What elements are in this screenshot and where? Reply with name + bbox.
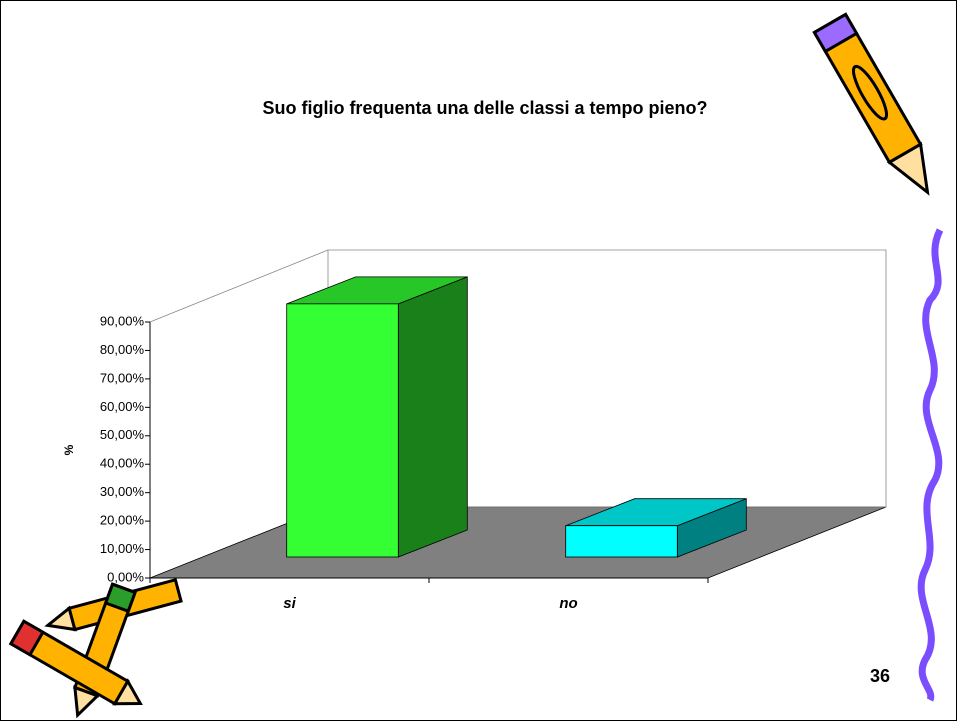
y-tick-label: 20,00%: [100, 513, 145, 528]
y-tick-label: 40,00%: [100, 456, 145, 471]
bar: [286, 276, 468, 558]
pencil-decoration: [8, 619, 143, 706]
chart-title: Suo figlio frequenta una delle classi a …: [262, 98, 707, 118]
y-tick-label: 10,00%: [100, 541, 145, 556]
pencil-decoration: [812, 12, 930, 196]
y-tick-label: 30,00%: [100, 484, 145, 499]
side-wall: [149, 249, 329, 323]
bar-front: [286, 303, 399, 558]
x-tick-label: no: [559, 595, 577, 612]
page-number: 36: [870, 666, 890, 686]
y-tick-label: 90,00%: [100, 313, 145, 328]
bar-side: [397, 276, 468, 558]
bar-front: [565, 525, 678, 558]
y-tick-label: 50,00%: [100, 427, 145, 442]
y-tick-label: 80,00%: [100, 342, 145, 357]
x-tick-label: si: [283, 595, 296, 612]
y-tick-label: 0,00%: [107, 569, 144, 584]
bar: [565, 498, 747, 558]
y-tick-label: 60,00%: [100, 399, 145, 414]
plot: 0,00% 10,00% 20,00% 30,00% 40,00% 50,00% 60,00…: [100, 276, 747, 612]
decoration-wave: [917, 228, 944, 702]
y-axis-title: %: [62, 444, 76, 455]
y-tick-label: 70,00%: [100, 370, 145, 385]
